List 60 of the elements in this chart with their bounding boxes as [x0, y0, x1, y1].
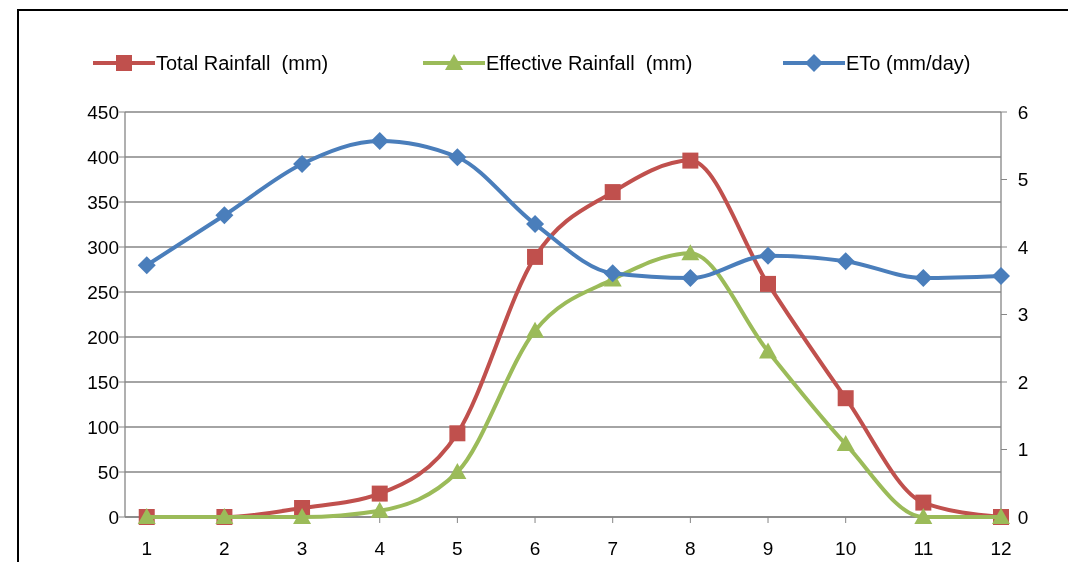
point	[682, 152, 699, 169]
x-tick-label: 9	[762, 538, 774, 559]
point	[370, 501, 389, 518]
y2-tick-label: 5	[1017, 169, 1029, 191]
point	[526, 215, 545, 234]
point	[992, 267, 1010, 286]
point	[371, 485, 388, 502]
legend-label: Effective Rainfall (mm)	[486, 52, 693, 74]
point	[215, 206, 234, 225]
y2-tick-label: 3	[1017, 304, 1029, 326]
point	[914, 508, 933, 524]
x-tick-label: 11	[913, 538, 934, 559]
y-tick-label: 300	[87, 236, 119, 258]
point	[370, 132, 389, 151]
x-tick-label: 4	[374, 538, 386, 559]
x-tick-label: 3	[296, 538, 308, 559]
point	[293, 508, 312, 524]
point	[137, 256, 156, 275]
x-tick-label: 6	[529, 538, 541, 559]
x-tick-label: 2	[219, 538, 230, 559]
y2-tick-label: 6	[1017, 101, 1029, 123]
y2-tick-label: 4	[1017, 236, 1029, 258]
y-tick-label: 100	[87, 416, 119, 438]
point	[603, 264, 622, 283]
y-tick-label: 350	[87, 191, 119, 213]
point	[527, 248, 544, 265]
point	[526, 321, 545, 338]
y-tick-label: 0	[108, 506, 119, 528]
y-tick-label: 450	[87, 101, 119, 123]
y-tick-label: 200	[87, 326, 119, 348]
y-tick-label: 250	[87, 281, 119, 303]
point	[448, 463, 467, 479]
point	[836, 252, 855, 271]
y2-tick-label: 1	[1017, 439, 1029, 461]
y-tick-label: 50	[97, 461, 119, 483]
point	[449, 425, 466, 442]
y2-tick-label: 2	[1017, 371, 1029, 393]
y-tick-label: 150	[87, 371, 119, 393]
point	[681, 244, 700, 261]
point	[914, 269, 933, 288]
point	[448, 148, 467, 167]
point	[681, 269, 700, 288]
legend-label: Total Rainfall (mm)	[156, 52, 329, 74]
x-tick-label: 8	[685, 538, 696, 559]
y-tick-label: 400	[87, 146, 119, 168]
point	[759, 246, 778, 265]
point	[604, 184, 621, 201]
legend-label: ETo (mm/day)	[846, 52, 971, 74]
point	[293, 154, 312, 173]
x-tick-label: 12	[990, 538, 1012, 559]
point	[759, 342, 778, 359]
point	[837, 390, 854, 407]
point	[836, 435, 855, 452]
point	[915, 494, 932, 511]
x-tick-label: 7	[607, 538, 618, 559]
x-tick-label: 5	[452, 538, 463, 559]
y2-tick-label: 0	[1017, 506, 1029, 528]
x-tick-label: 10	[835, 538, 857, 559]
x-tick-label: 1	[141, 538, 153, 559]
point	[760, 275, 777, 292]
